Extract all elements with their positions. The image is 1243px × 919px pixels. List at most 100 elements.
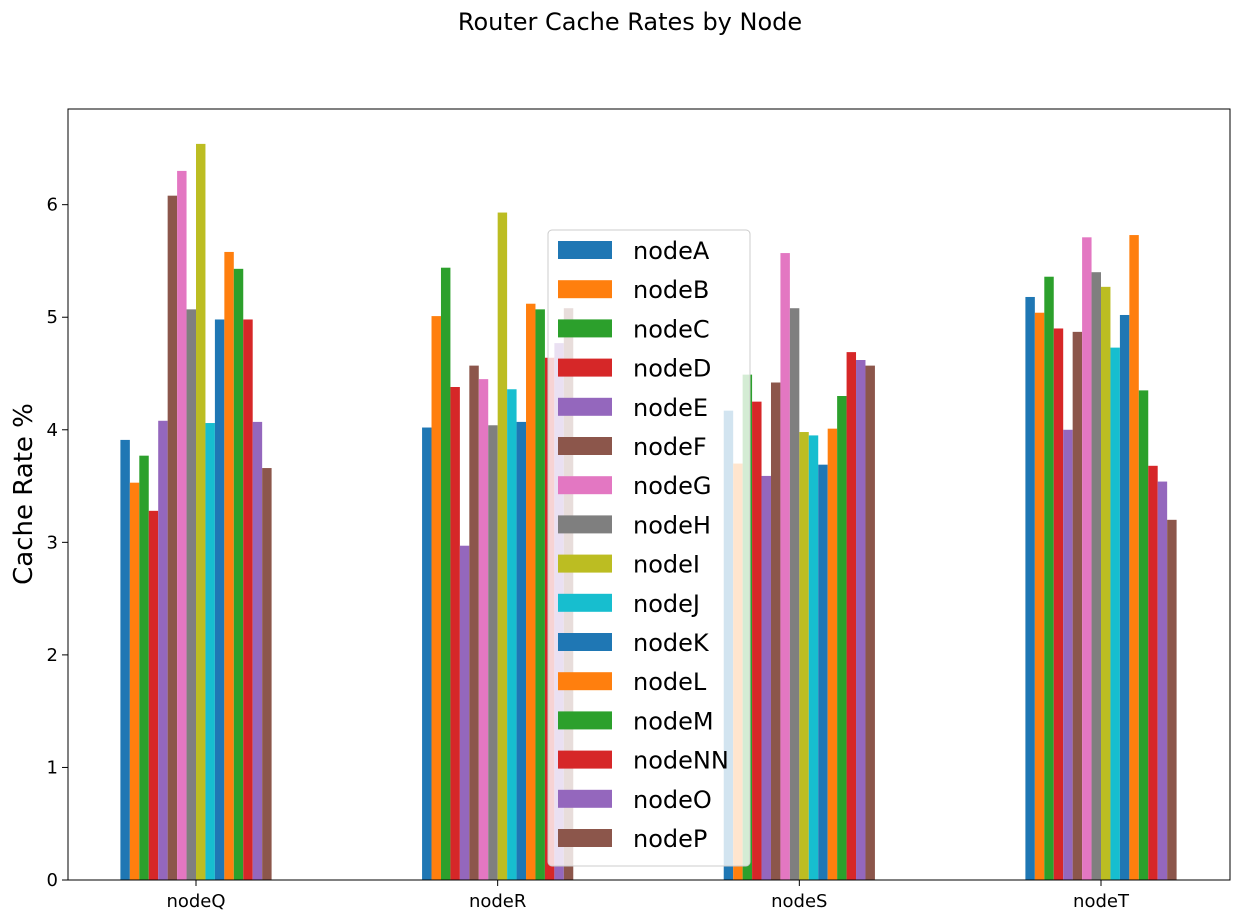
legend-label: nodeA <box>633 237 710 265</box>
legend-item-nodeJ: nodeJ <box>558 590 700 618</box>
bar-nodeC-nodeR <box>440 267 451 880</box>
legend-item-nodeB: nodeB <box>558 276 709 304</box>
legend-label: nodeF <box>633 433 707 461</box>
bar-nodeF-nodeS <box>770 382 781 880</box>
x-axis: nodeQ nodeR nodeS nodeT <box>166 880 1130 912</box>
bar-nodeL-nodeT <box>1129 235 1139 880</box>
legend-swatch <box>558 633 612 651</box>
legend-swatch <box>558 750 612 769</box>
bar-nodeI-nodeR <box>497 212 508 881</box>
legend-swatch <box>558 789 612 808</box>
bar-nodeG-nodeR <box>478 379 489 880</box>
y-tick-label: 3 <box>47 532 58 553</box>
bar-nodeO-nodeQ <box>252 421 263 880</box>
legend-item-nodeA: nodeA <box>558 237 710 265</box>
bar-nodeD-nodeQ <box>148 510 159 880</box>
bar-nodeP-nodeT <box>1167 519 1177 880</box>
bar-nodeM-nodeT <box>1138 390 1149 880</box>
legend-swatch <box>558 241 612 259</box>
bar-nodeF-nodeT <box>1072 331 1083 880</box>
legend-item-nodeM: nodeM <box>558 707 714 735</box>
legend-label: nodeJ <box>633 590 700 618</box>
legend-swatch <box>558 280 612 299</box>
bar-nodeE-nodeR <box>459 545 470 880</box>
legend-swatch <box>558 554 612 573</box>
bar-nodeA-nodeQ <box>120 439 130 880</box>
bar-nodeE-nodeT <box>1063 429 1073 880</box>
legend-item-nodeK: nodeK <box>558 629 710 657</box>
bar-nodeA-nodeT <box>1025 296 1035 881</box>
legend-item-nodeE: nodeE <box>558 394 708 422</box>
bar-nodeJ-nodeQ <box>205 423 215 880</box>
y-tick-label: 0 <box>47 870 58 891</box>
bar-nodeE-nodeS <box>761 475 771 880</box>
legend-box <box>547 229 751 867</box>
plot-frame <box>67 108 1231 881</box>
legend-swatch <box>558 476 612 495</box>
legend-label: nodeK <box>633 629 710 657</box>
bar-nodeB-nodeT <box>1034 312 1045 881</box>
bar-nodeG-nodeS <box>780 253 790 880</box>
legend-label: nodeH <box>633 511 711 539</box>
x-tick-label: nodeS <box>771 891 827 912</box>
y-tick-label: 2 <box>47 645 58 666</box>
legend-item-nodeG: nodeG <box>558 472 712 500</box>
x-tick-label: nodeQ <box>166 891 225 912</box>
bar-nodeNN-nodeS <box>846 352 857 880</box>
legend-item-nodeNN: nodeNN <box>558 747 729 775</box>
legend-item-nodeH: nodeH <box>558 511 711 539</box>
bar-nodeM-nodeR <box>535 309 545 881</box>
bar-nodeD-nodeR <box>450 387 460 880</box>
bar-nodeI-nodeQ <box>196 143 206 880</box>
bar-nodeNN-nodeT <box>1148 465 1158 880</box>
bar-nodeK-nodeQ <box>214 319 225 881</box>
x-tick-label: nodeR <box>469 891 526 912</box>
legend-label: nodeNN <box>633 747 729 775</box>
bar-nodeD-nodeS <box>752 401 762 880</box>
legend-swatch <box>558 437 612 455</box>
legend-label: nodeC <box>633 315 710 343</box>
legend-label: nodeO <box>633 786 712 814</box>
legend-item-nodeO: nodeO <box>558 786 712 814</box>
bar-nodeL-nodeQ <box>224 251 234 880</box>
bar-nodeB-nodeR <box>431 316 441 881</box>
bar-nodeP-nodeQ <box>262 468 272 880</box>
bar-nodeH-nodeR <box>488 425 498 880</box>
bar-nodeM-nodeQ <box>233 268 244 881</box>
legend-item-nodeL: nodeL <box>558 668 707 696</box>
bar-nodeE-nodeQ <box>158 420 168 880</box>
bar-nodeK-nodeR <box>516 421 527 880</box>
bar-nodeG-nodeT <box>1082 237 1092 880</box>
legend-label: nodeL <box>633 668 707 696</box>
bar-nodeG-nodeQ <box>177 170 187 880</box>
bar-nodeK-nodeT <box>1119 314 1130 881</box>
legend-item-nodeF: nodeF <box>558 433 707 461</box>
bars-group <box>120 143 1177 881</box>
bar-nodeF-nodeR <box>469 365 479 880</box>
y-tick-label: 1 <box>47 757 58 778</box>
bar-nodeH-nodeQ <box>186 309 196 881</box>
bar-nodeH-nodeS <box>789 308 800 881</box>
legend-label: nodeM <box>633 707 714 735</box>
bar-nodeL-nodeR <box>526 303 536 881</box>
legend-swatch <box>558 711 612 730</box>
legend-label: nodeG <box>633 472 712 500</box>
chart-title: Router Cache Rates by Node <box>458 8 802 36</box>
bar-nodeA-nodeR <box>422 427 432 880</box>
legend-item-nodeP: nodeP <box>558 825 707 853</box>
bar-nodeP-nodeS <box>865 365 875 880</box>
x-tick-label: nodeT <box>1073 891 1130 912</box>
bar-nodeB-nodeQ <box>129 482 140 880</box>
y-axis-label: Cache Rate % <box>9 403 39 585</box>
legend-item-nodeI: nodeI <box>558 551 700 579</box>
bar-nodeNN-nodeQ <box>243 319 253 881</box>
bar-nodeJ-nodeR <box>507 389 517 880</box>
legend-swatch <box>558 319 612 338</box>
legend-swatch <box>558 358 612 377</box>
bar-nodeK-nodeS <box>818 464 828 880</box>
legend-swatch <box>558 672 612 691</box>
legend-label: nodeD <box>633 355 711 383</box>
legend-label: nodeP <box>633 825 707 853</box>
bar-nodeI-nodeT <box>1101 286 1111 881</box>
